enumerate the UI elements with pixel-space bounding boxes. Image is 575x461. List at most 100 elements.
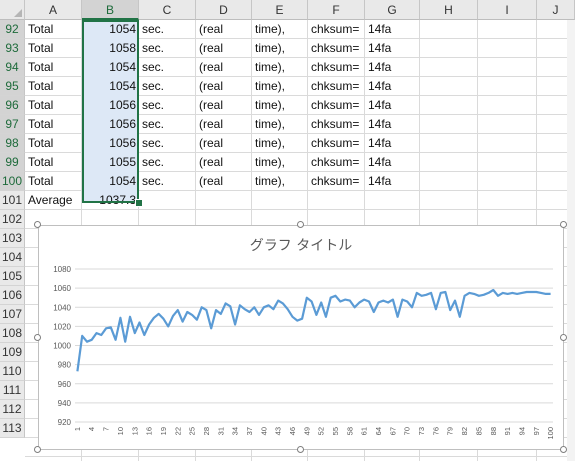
cell-c97[interactable]: sec. bbox=[142, 117, 165, 131]
column-header-a[interactable]: A bbox=[25, 0, 82, 20]
cell-e98[interactable]: time), bbox=[255, 136, 285, 150]
cell-c96[interactable]: sec. bbox=[142, 98, 165, 112]
cell-d94[interactable]: (real bbox=[199, 60, 224, 74]
cell-e100[interactable]: time), bbox=[255, 174, 285, 188]
row-header-111[interactable]: 111 bbox=[0, 381, 25, 400]
chart-resize-handle-8[interactable] bbox=[560, 446, 567, 453]
cell-d92[interactable]: (real bbox=[199, 22, 224, 36]
cell-e99[interactable]: time), bbox=[255, 155, 285, 169]
cell-f97[interactable]: chksum= bbox=[311, 117, 360, 131]
cell-c94[interactable]: sec. bbox=[142, 60, 165, 74]
column-header-d[interactable]: D bbox=[196, 0, 252, 20]
cell-c92[interactable]: sec. bbox=[142, 22, 165, 36]
cell-f92[interactable]: chksum= bbox=[311, 22, 360, 36]
row-header-97[interactable]: 97 bbox=[0, 115, 25, 134]
cell-a98[interactable]: Total bbox=[28, 136, 54, 150]
cell-a100[interactable]: Total bbox=[28, 174, 54, 188]
row-header-103[interactable]: 103 bbox=[0, 229, 25, 248]
row-header-98[interactable]: 98 bbox=[0, 134, 25, 153]
chart-resize-handle-2[interactable] bbox=[297, 221, 304, 228]
cell-c93[interactable]: sec. bbox=[142, 41, 165, 55]
chart-resize-handle-6[interactable] bbox=[34, 446, 41, 453]
row-header-109[interactable]: 109 bbox=[0, 343, 25, 362]
line-chart[interactable]: グラフ タイトル 920 940 960 980 1000 1020 1040 1060 1080… bbox=[38, 225, 564, 450]
cell-g100[interactable]: 14fa bbox=[368, 174, 392, 188]
cell-a99[interactable]: Total bbox=[28, 155, 54, 169]
cell-b101[interactable]: 1037.3 bbox=[99, 193, 136, 207]
select-all-corner[interactable] bbox=[0, 0, 25, 20]
column-header-c[interactable]: C bbox=[139, 0, 196, 20]
cell-b98[interactable]: 1056 bbox=[109, 136, 136, 150]
cell-f94[interactable]: chksum= bbox=[311, 60, 360, 74]
cell-a95[interactable]: Total bbox=[28, 79, 54, 93]
chart-title[interactable]: グラフ タイトル bbox=[250, 238, 352, 254]
cell-g96[interactable]: 14fa bbox=[368, 98, 392, 112]
row-header-105[interactable]: 105 bbox=[0, 267, 25, 286]
row-header-93[interactable]: 93 bbox=[0, 39, 25, 58]
column-header-g[interactable]: G bbox=[365, 0, 420, 20]
row-header-106[interactable]: 106 bbox=[0, 286, 25, 305]
cell-c99[interactable]: sec. bbox=[142, 155, 165, 169]
cell-d98[interactable]: (real bbox=[199, 136, 224, 150]
column-header-h[interactable]: H bbox=[420, 0, 478, 20]
cell-b94[interactable]: 1054 bbox=[109, 60, 136, 74]
row-header-102[interactable]: 102 bbox=[0, 210, 25, 229]
cell-b92[interactable]: 1054 bbox=[109, 22, 136, 36]
cell-g97[interactable]: 14fa bbox=[368, 117, 392, 131]
cell-e97[interactable]: time), bbox=[255, 117, 285, 131]
row-header-112[interactable]: 112 bbox=[0, 400, 25, 419]
row-header-94[interactable]: 94 bbox=[0, 58, 25, 77]
cell-e94[interactable]: time), bbox=[255, 60, 285, 74]
cell-b99[interactable]: 1055 bbox=[109, 155, 136, 169]
row-header-95[interactable]: 95 bbox=[0, 77, 25, 96]
row-header-92[interactable]: 92 bbox=[0, 20, 25, 39]
column-header-b[interactable]: B bbox=[82, 0, 139, 20]
series-line[interactable] bbox=[76, 288, 551, 372]
chart-resize-handle-4[interactable] bbox=[34, 333, 41, 341]
row-header-104[interactable]: 104 bbox=[0, 248, 25, 267]
cell-g94[interactable]: 14fa bbox=[368, 60, 392, 74]
cell-e92[interactable]: time), bbox=[255, 22, 285, 36]
cell-b96[interactable]: 1056 bbox=[109, 98, 136, 112]
cell-d96[interactable]: (real bbox=[199, 98, 224, 112]
cell-g92[interactable]: 14fa bbox=[368, 22, 392, 36]
chart-resize-handle-5[interactable] bbox=[560, 333, 567, 341]
cell-f95[interactable]: chksum= bbox=[311, 79, 360, 93]
fill-handle[interactable] bbox=[135, 199, 143, 207]
column-header-e[interactable]: E bbox=[252, 0, 308, 20]
cell-e96[interactable]: time), bbox=[255, 98, 285, 112]
cell-g98[interactable]: 14fa bbox=[368, 136, 392, 150]
cell-g99[interactable]: 14fa bbox=[368, 155, 392, 169]
cell-b97[interactable]: 1056 bbox=[109, 117, 136, 131]
cell-d93[interactable]: (real bbox=[199, 41, 224, 55]
cell-e93[interactable]: time), bbox=[255, 41, 285, 55]
cell-f100[interactable]: chksum= bbox=[311, 174, 360, 188]
cell-a101[interactable]: Average bbox=[28, 193, 73, 207]
cell-a97[interactable]: Total bbox=[28, 117, 54, 131]
cell-d97[interactable]: (real bbox=[199, 117, 224, 131]
cell-a92[interactable]: Total bbox=[28, 22, 54, 36]
cell-f96[interactable]: chksum= bbox=[311, 98, 360, 112]
cell-d95[interactable]: (real bbox=[199, 79, 224, 93]
chart-resize-handle-7[interactable] bbox=[297, 446, 304, 453]
row-header-107[interactable]: 107 bbox=[0, 305, 25, 324]
row-header-110[interactable]: 110 bbox=[0, 362, 25, 381]
cell-f93[interactable]: chksum= bbox=[311, 41, 360, 55]
chart-resize-handle-3[interactable] bbox=[560, 221, 567, 228]
cell-c98[interactable]: sec. bbox=[142, 136, 165, 150]
cell-c95[interactable]: sec. bbox=[142, 79, 165, 93]
cell-g93[interactable]: 14fa bbox=[368, 41, 392, 55]
cell-a93[interactable]: Total bbox=[28, 41, 54, 55]
cell-d100[interactable]: (real bbox=[199, 174, 224, 188]
row-header-99[interactable]: 99 bbox=[0, 153, 25, 172]
chart-resize-handle-1[interactable] bbox=[34, 221, 41, 228]
cell-c100[interactable]: sec. bbox=[142, 174, 165, 188]
cell-g95[interactable]: 14fa bbox=[368, 79, 392, 93]
row-header-113[interactable]: 113 bbox=[0, 419, 25, 438]
row-header-96[interactable]: 96 bbox=[0, 96, 25, 115]
cell-f99[interactable]: chksum= bbox=[311, 155, 360, 169]
cell-a96[interactable]: Total bbox=[28, 98, 54, 112]
row-header-108[interactable]: 108 bbox=[0, 324, 25, 343]
cell-a94[interactable]: Total bbox=[28, 60, 54, 74]
cell-b95[interactable]: 1054 bbox=[109, 79, 136, 93]
